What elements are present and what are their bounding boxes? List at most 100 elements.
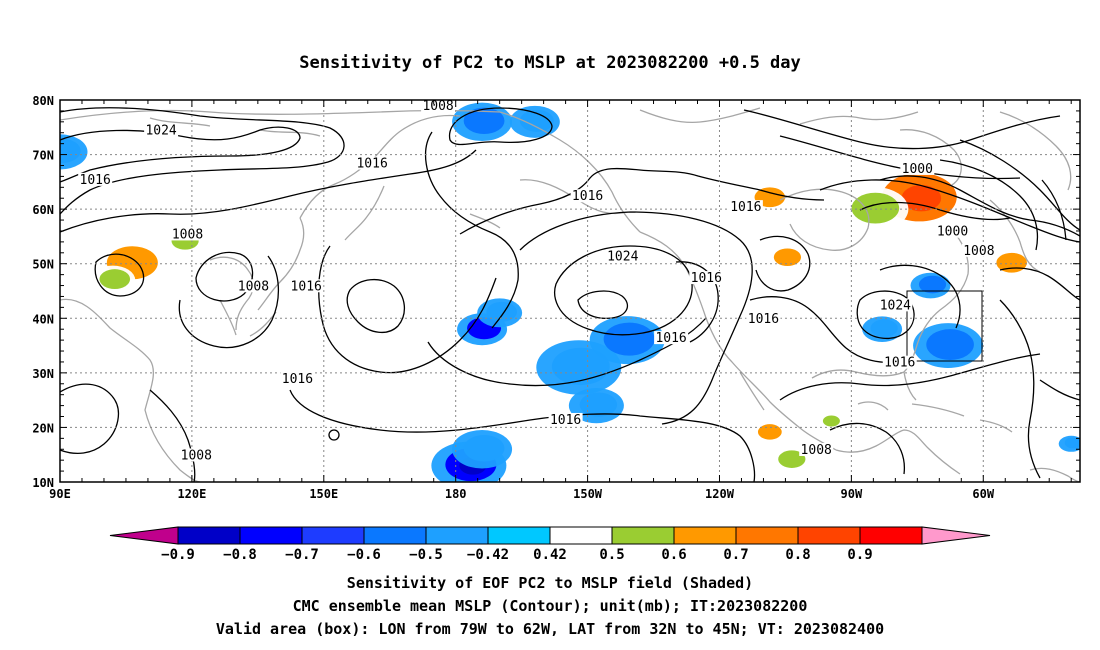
colorbar-label: −0.8 [223, 547, 257, 563]
colorbar-label: −0.9 [161, 547, 195, 563]
contour-label-bg [144, 123, 179, 137]
lat-label: 50N [32, 258, 54, 272]
shaded-region [99, 269, 131, 289]
colorbar-label: −0.7 [285, 547, 319, 563]
shaded-region [60, 138, 81, 163]
shaded-region [1064, 437, 1080, 449]
shaded-region [463, 107, 505, 135]
longitude-labels: 90E 120E 150E 180 150W 120W 90W 60W [49, 487, 995, 501]
shaded-region [551, 347, 610, 386]
shaded-region [603, 322, 655, 356]
colorbar-bin [177, 526, 241, 545]
lat-label: 70N [32, 149, 54, 163]
contour-label-bg [289, 279, 324, 293]
lat-label: 10N [32, 476, 54, 490]
caption-line-3: Valid area (box): LON from 79W to 62W, L… [216, 620, 884, 638]
map-layers: 1024 1016 1008 1016 1016 1016 1000 1000 1008 1008… [60, 99, 1080, 482]
contour-label: 1024 [880, 298, 911, 313]
contour-label: 1016 [748, 312, 779, 327]
contour-label-bg [900, 161, 935, 175]
colorbar-bin [735, 526, 799, 545]
shaded-region [519, 109, 554, 132]
colorbar-label: −0.42 [467, 547, 509, 563]
colorbar-bin [363, 526, 427, 545]
colorbar-bin [611, 526, 675, 545]
caption-line-2: CMC ensemble mean MSLP (Contour); unit(m… [293, 597, 808, 615]
chart-title: Sensitivity of PC2 to MSLP at 2023082200… [299, 53, 801, 73]
colorbar-high-arrow [921, 526, 991, 545]
contour-label-bg [170, 227, 205, 241]
colorbar-label: 0.42 [533, 547, 567, 563]
shaded-region [918, 275, 947, 294]
contour-label-bg [421, 100, 456, 113]
lat-label: 40N [32, 312, 54, 326]
lon-label: 150W [573, 487, 603, 501]
contour-label: 1000 [902, 162, 933, 177]
contour-label: 1016 [282, 372, 313, 387]
lon-label: 120E [177, 487, 206, 501]
contour-label-bg [654, 331, 689, 345]
contour-label: 1016 [80, 173, 111, 188]
contour-label: 1016 [291, 279, 322, 294]
colorbar-label: −0.5 [409, 547, 443, 563]
colorbar-labels: −0.9 −0.8 −0.7 −0.6 −0.5 −0.42 0.42 0.5 0.6 0.7 0.… [161, 547, 873, 563]
colorbar-bin [549, 526, 613, 545]
lon-label: 60W [972, 487, 994, 501]
shaded-region [851, 192, 900, 224]
colorbar-bin [301, 526, 365, 545]
latitude-labels: 80N 70N 60N 50N 40N 30N 20N 10N [32, 94, 54, 490]
colorbar-bin [859, 526, 923, 545]
shaded-region [757, 424, 782, 440]
contour-label: 1008 [181, 448, 212, 463]
contour-label-bg [746, 312, 781, 326]
contour-label: 1000 [937, 225, 968, 240]
contour-label: 1024 [145, 124, 176, 139]
map-frame [59, 99, 1081, 483]
lon-label: 90E [49, 487, 71, 501]
lon-label: 150E [309, 487, 338, 501]
lon-label: 90W [841, 487, 863, 501]
contour-label: 1016 [550, 413, 581, 428]
contour-label-bg [236, 279, 271, 293]
shaded-region [579, 392, 618, 417]
contour-label: 1016 [356, 156, 387, 171]
contour-label: 1016 [572, 189, 603, 204]
colorbar-label: 0.5 [599, 547, 624, 563]
shaded-region [463, 435, 505, 462]
contour-label-bg [878, 298, 913, 312]
contour-label-bg [179, 448, 214, 462]
caption-line-1: Sensitivity of EOF PC2 to MSLP field (Sh… [347, 574, 753, 592]
contour-label-bg [570, 189, 605, 203]
valid-area-box [906, 290, 983, 362]
shaded-region [870, 319, 898, 338]
lat-label: 80N [32, 94, 54, 108]
shaded-region [778, 450, 806, 468]
lat-label: 30N [32, 367, 54, 381]
lat-label: 60N [32, 203, 54, 217]
contour-label-bg [605, 249, 640, 263]
shaded-region-core [901, 185, 942, 212]
shaded-region [486, 301, 517, 322]
contour-label-bg [799, 442, 834, 456]
graticule [60, 100, 1080, 482]
shaded-region [773, 248, 802, 267]
contour-label-bg [548, 412, 583, 426]
contour-label: 1008 [238, 279, 269, 294]
shaded-region [926, 329, 974, 360]
axis-ticks [59, 99, 1080, 483]
contour-label-bg [882, 355, 917, 369]
contour-label: 1016 [691, 271, 722, 286]
sensitivity-shading [60, 102, 1080, 482]
contour-label-bg [728, 200, 763, 214]
contour-label: 1008 [422, 99, 453, 114]
colorbar-bin [487, 526, 551, 545]
lon-label: 180 [445, 487, 467, 501]
colorbar-bin [797, 526, 861, 545]
colorbar-label: −0.6 [347, 547, 381, 563]
contour-label: 1008 [172, 227, 203, 242]
colorbar-label: 0.7 [723, 547, 748, 563]
contour-label: 1008 [801, 443, 832, 458]
colorbar-bin [673, 526, 737, 545]
contour-label: 1016 [655, 331, 686, 346]
